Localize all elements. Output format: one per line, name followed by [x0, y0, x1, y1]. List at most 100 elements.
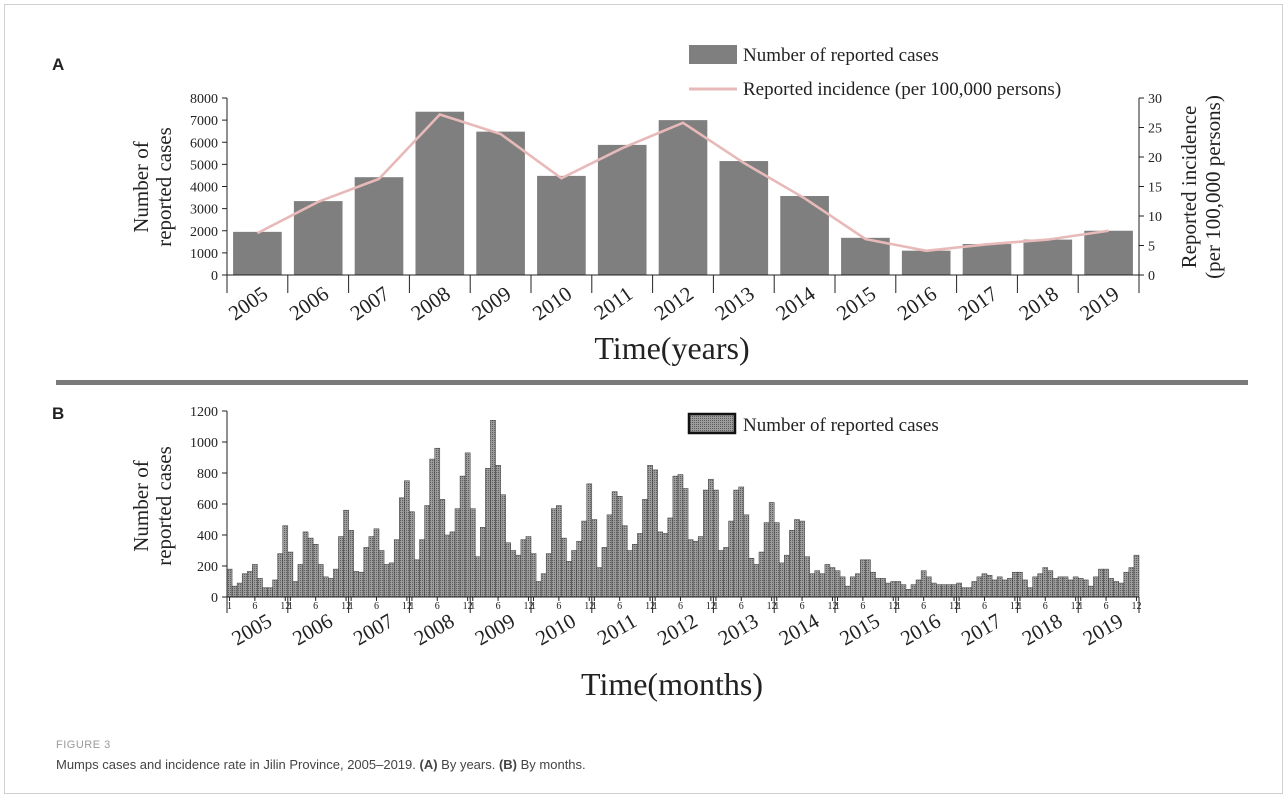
panel-b-month-label: 1 [835, 601, 840, 612]
panel-a-chart: 0 1000 2000 3000 4000 5000 6000 7000 8000 0 5 10 15 2… [129, 45, 1225, 366]
month-bar [520, 539, 527, 598]
panel-b-month-label: 1 [592, 601, 597, 612]
month-bar [794, 519, 800, 598]
month-bar [667, 517, 674, 598]
panel-a-xtick-label-2019: 2019 [1075, 281, 1123, 325]
caption-main: Mumps cases and incidence rate in Jilin … [56, 757, 416, 772]
panel-a-xtick-label-2008: 2008 [406, 281, 454, 325]
panel-b-year-label-2006: 2006 [288, 609, 336, 651]
month-bar [252, 564, 258, 598]
panel-b-ytick-label: 1000 [190, 436, 218, 451]
month-bar [353, 571, 359, 598]
month-bar [728, 520, 734, 598]
panel-b-month-label: 12 [402, 601, 412, 612]
month-bar [475, 556, 481, 598]
month-bar [459, 475, 466, 598]
month-bar [490, 420, 496, 598]
month-bar [571, 550, 577, 598]
month-bar [779, 562, 785, 598]
panel-b-year-label-2018: 2018 [1018, 609, 1066, 651]
month-bar [388, 562, 395, 598]
month-bar [890, 581, 897, 598]
panel-a-ytick-label: 3000 [190, 203, 218, 218]
month-bar [267, 587, 273, 598]
month-bar [1133, 554, 1140, 598]
panel-b-month-label: 6 [860, 601, 865, 612]
month-bar [768, 502, 775, 598]
panel-b-month-label: 1 [1078, 601, 1083, 612]
panel-a-ytick-label: 4000 [190, 181, 218, 196]
month-bar [1083, 579, 1089, 598]
panel-b-month-label: 1 [288, 601, 293, 612]
month-bar [1052, 578, 1059, 598]
year-bar-2017 [962, 244, 1012, 275]
panel-b-month-label: 6 [800, 601, 805, 612]
panel-b-month-label: 6 [921, 601, 926, 612]
year-bar-2011 [597, 144, 647, 275]
month-bar [632, 544, 638, 598]
month-bar [849, 576, 856, 598]
panel-a-ytick-right-label: 0 [1148, 269, 1155, 284]
panel-b-month-label: 12 [767, 601, 777, 612]
year-bar-2016 [901, 250, 951, 275]
month-bar [996, 576, 1003, 598]
month-bar [829, 567, 836, 598]
legend-line-label: Reported incidence (per 100,000 persons) [743, 79, 1061, 100]
month-bar [763, 522, 770, 598]
month-bar [784, 554, 790, 598]
panel-b-month-label: 1 [957, 601, 962, 612]
year-bar-2008 [415, 111, 465, 275]
panel-b-month-label: 1 [470, 601, 475, 612]
panel-a-ytick-label: 0 [211, 269, 218, 284]
panel-b-year-label-2009: 2009 [471, 609, 519, 651]
panel-b-month-label: 6 [617, 601, 622, 612]
panel-b-month-label: 12 [827, 601, 837, 612]
year-bar-2007 [354, 177, 404, 275]
month-bar [986, 575, 993, 598]
month-bar [657, 531, 663, 598]
month-bar [956, 582, 962, 598]
month-bar [485, 468, 491, 598]
month-bar [616, 496, 623, 598]
panel-b-ytick-label: 1200 [190, 405, 218, 420]
month-bar [317, 564, 324, 598]
month-bar [333, 568, 339, 598]
month-bar [672, 475, 679, 598]
month-bar [378, 550, 385, 598]
panel-a-xtick-label-2005: 2005 [224, 281, 272, 325]
month-bar [231, 585, 238, 598]
panel-b-month-label: 12 [341, 601, 351, 612]
month-bar [272, 579, 278, 598]
panel-a-ylabel-right-line1: Reported incidence [1177, 106, 1201, 269]
month-bar [895, 581, 902, 598]
panel-b-ytick-label: 200 [197, 560, 218, 575]
panel-a-ytick-right-label: 10 [1148, 210, 1162, 225]
month-bar [1012, 571, 1018, 598]
month-bar [469, 508, 476, 598]
month-bar [880, 578, 886, 598]
month-bar [687, 539, 694, 598]
panel-b-month-label: 1 [531, 601, 536, 612]
month-bar [1088, 585, 1094, 598]
month-bar [439, 499, 446, 598]
month-bar [606, 514, 613, 598]
caption-b-text: By months. [517, 757, 586, 772]
month-bar [551, 508, 557, 598]
month-bar [713, 489, 719, 598]
month-bar [241, 573, 248, 598]
month-bar [642, 499, 648, 598]
panel-b-month-label: 1 [774, 601, 779, 612]
month-bar [1001, 579, 1008, 598]
panel-b-year-label-2019: 2019 [1079, 609, 1127, 651]
month-bar [1108, 578, 1114, 598]
month-bar [601, 547, 608, 598]
month-bar [297, 564, 304, 598]
panel-b-month-label: 1 [653, 601, 658, 612]
month-bar [723, 547, 729, 598]
legend-b-swatch [687, 412, 737, 435]
legend-b-label: Number of reported cases [743, 415, 939, 436]
panel-b-month-label: 6 [1104, 601, 1109, 612]
month-bar [1047, 570, 1054, 598]
panel-b-month-label: 12 [584, 601, 594, 612]
month-bar [1017, 571, 1023, 598]
